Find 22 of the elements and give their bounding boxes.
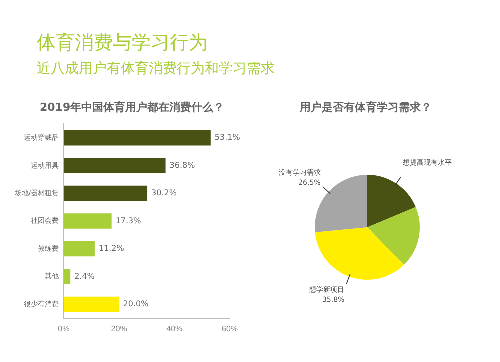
data-label: 11.2%: [98, 244, 125, 254]
x-tick-label: 60%: [222, 324, 238, 334]
x-tick-label: 0%: [58, 324, 70, 334]
chart-title: 2019年中国体育用户都在消费什么？: [40, 100, 225, 115]
data-label: 53.1%: [214, 133, 241, 142]
chart-title: 用户是否有体育学习需求？: [300, 100, 432, 115]
text: 近八成用户有体育消费行为和学习需求: [37, 60, 275, 78]
x-tick-label: 20%: [111, 324, 128, 334]
bar: [64, 214, 112, 229]
data-label: 36.8%: [170, 160, 196, 170]
data-label: 30.2%: [152, 188, 178, 198]
bar: [64, 130, 211, 146]
bar: [64, 241, 95, 257]
text: 体育消费与学习行为: [37, 31, 208, 56]
bar: [64, 158, 166, 174]
x-tick-label: 40%: [166, 324, 183, 334]
data-label: 17.3%: [116, 216, 142, 226]
data-label: 2.4%: [74, 272, 96, 281]
bar: [64, 269, 71, 284]
bar: [64, 296, 120, 312]
data-label: 20.0%: [123, 300, 150, 309]
bar: [64, 186, 148, 202]
